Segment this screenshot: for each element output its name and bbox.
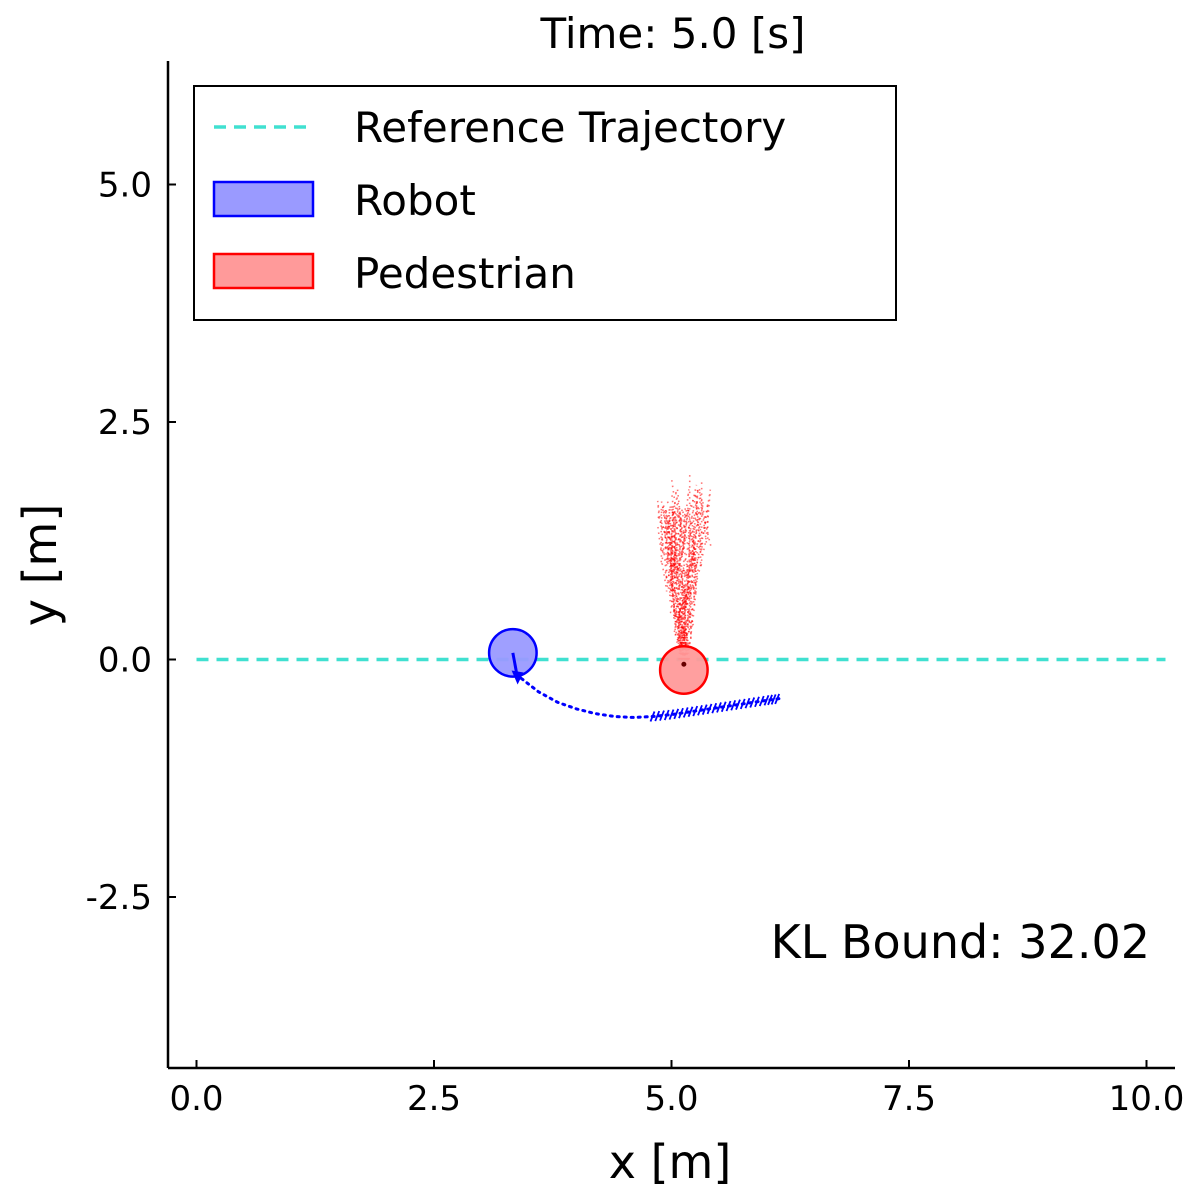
robot-path-hatch — [678, 707, 684, 719]
legend-pedestrian-label: Pedestrian — [354, 249, 576, 298]
robot-path-hatch — [711, 702, 718, 714]
x-tick-label: 5.0 — [644, 1079, 698, 1119]
robot-path-hatch — [649, 711, 656, 722]
robot-path-hatch — [716, 702, 722, 713]
chart-title: Time: 5.0 [s] — [539, 9, 805, 58]
robot-path-hatch — [663, 709, 670, 721]
kl-bound-annotation: KL Bound: 32.02 — [771, 915, 1150, 969]
legend: Reference Trajectory Robot Pedestrian — [193, 85, 897, 321]
pedestrian-predicted-sample — [670, 533, 686, 660]
x-tick-label: 2.5 — [407, 1079, 461, 1119]
y-tick-label: 5.0 — [98, 166, 152, 206]
robot-heading-arrowhead — [511, 670, 524, 685]
x-axis-label: x [m] — [609, 1135, 732, 1189]
pedestrian-predicted-sample — [685, 484, 699, 660]
pedestrian-predicted-sample — [677, 506, 690, 660]
pedestrian-predicted-sample — [680, 488, 699, 660]
y-tick-label: 0.0 — [98, 641, 152, 681]
legend-reference-label: Reference Trajectory — [354, 103, 786, 152]
pedestrian-predicted-sample — [666, 500, 689, 661]
robot-path-hatch — [668, 709, 675, 720]
legend-robot-swatch — [212, 180, 315, 218]
robot-path-hatch — [654, 710, 661, 722]
x-tick-label: 10.0 — [1109, 1079, 1185, 1119]
robot-path-hatch — [730, 700, 737, 711]
robot-path-hatch — [758, 695, 765, 707]
y-tick-label: -2.5 — [86, 878, 152, 918]
robot-path-hatch — [739, 698, 746, 710]
robot-path-hatch — [754, 696, 760, 708]
robot-path-hatch — [706, 703, 713, 715]
legend-pedestrian-swatch — [212, 252, 315, 290]
robot-path-hatch — [770, 694, 777, 705]
robot-path-hatch — [673, 708, 680, 720]
pedestrian-center-dot — [681, 661, 687, 667]
pedestrian-predicted-sample — [661, 504, 689, 660]
robot-path-hatch — [725, 700, 732, 712]
pedestrian-predicted-sample — [675, 510, 691, 660]
robot-path-hatch — [682, 707, 689, 718]
pedestrian-predicted-sample — [682, 489, 699, 660]
pedestrian-marker — [658, 644, 709, 695]
robot-path-hatch — [692, 705, 699, 717]
robot-path-hatch — [735, 699, 741, 710]
x-tick-label: 0.0 — [169, 1079, 223, 1119]
axis-ticks: 0.0 2.5 5.0 7.5 10.0 -2.5 0.0 2.5 5.0 — [86, 166, 1185, 1120]
robot-planned-path — [519, 677, 783, 719]
plot-area — [196, 474, 1166, 722]
robot-path-hatch — [687, 706, 694, 718]
x-tick-label: 7.5 — [882, 1079, 936, 1119]
pedestrian-predicted-sample — [677, 502, 709, 660]
robot-path-hatch — [744, 697, 751, 709]
pedestrian-predicted-sample — [673, 501, 688, 660]
robot-path-hatch — [720, 701, 727, 713]
pedestrian-predicted-sample — [681, 497, 712, 660]
pedestrian-predicted-sample — [666, 507, 686, 660]
legend-robot-label: Robot — [354, 176, 476, 225]
robot-path-hatch — [763, 695, 770, 706]
robot-path-hatch — [697, 704, 703, 716]
y-tick-label: 2.5 — [98, 403, 152, 443]
pedestrian-predicted-sample — [656, 500, 684, 660]
robot-path-hatch — [774, 693, 781, 705]
pedestrian-predicted-sample — [660, 501, 684, 660]
y-axis-label: y [m] — [13, 504, 67, 627]
robot-path-hatch — [659, 710, 665, 721]
robot-path-hatch — [749, 697, 756, 708]
pedestrian-predicted-sample — [678, 474, 692, 660]
robot-path-hatch — [767, 694, 773, 706]
robot-path-hatch — [701, 704, 708, 715]
